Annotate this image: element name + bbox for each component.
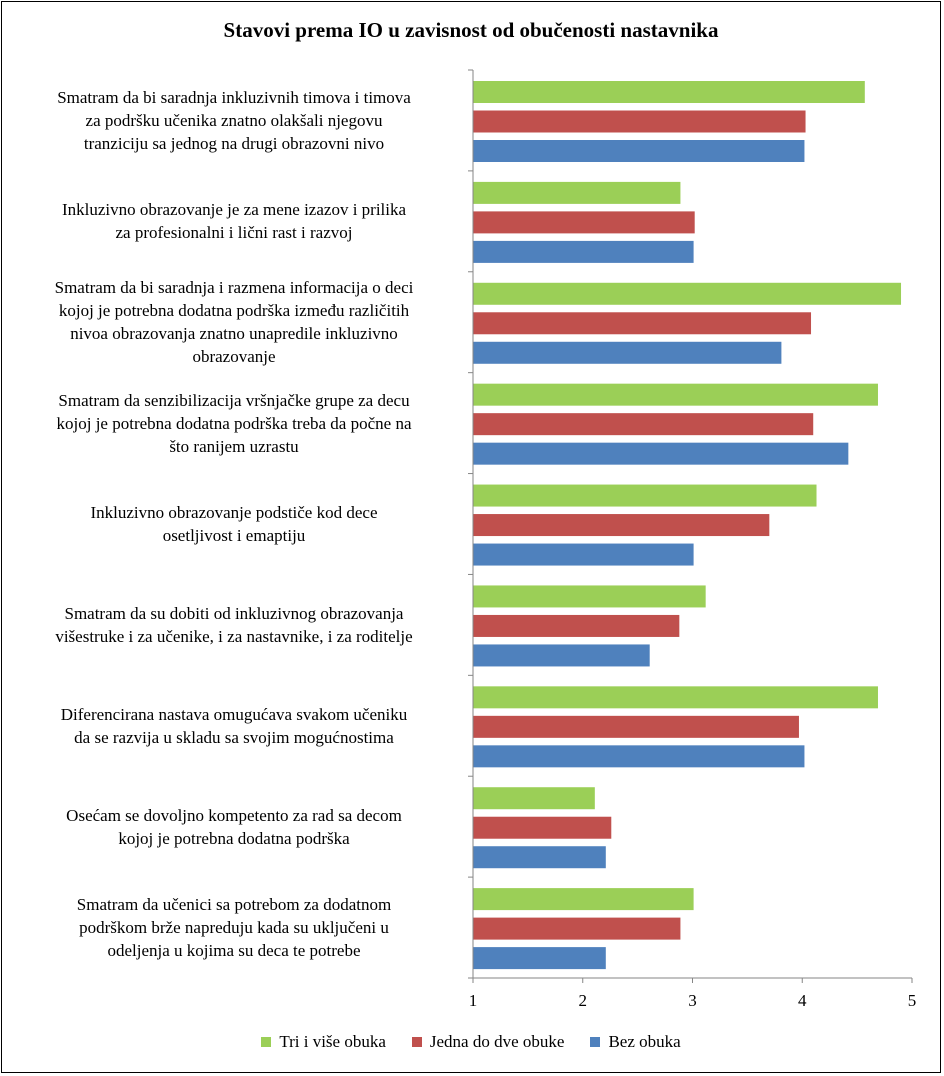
bar-8-series-1 xyxy=(473,787,595,810)
x-tick-label: 2 xyxy=(579,991,588,1010)
category-label-line: Diferencirana nastava omugućava svakom u… xyxy=(60,704,408,724)
category-label-line: da se razvija u skladu sa svojim mogućno… xyxy=(74,727,394,747)
category-label-line: nivoa obrazovanja znatno unapredile inkl… xyxy=(70,324,398,344)
x-tick-label: 4 xyxy=(798,991,807,1010)
x-tick-label: 5 xyxy=(908,991,917,1010)
bar-3-series-3 xyxy=(473,341,782,364)
bar-4-series-1 xyxy=(473,383,878,406)
category-label: Smatram da učenici sa potrebom za dodatn… xyxy=(8,893,460,962)
bar-2-series-1 xyxy=(473,181,681,204)
category-label-line: tranziciju sa jednog na drugi obrazovni … xyxy=(83,133,385,153)
legend-label: Tri i više obuka xyxy=(279,1032,386,1051)
category-label: Smatram da bi saradnja inkluzivnih timov… xyxy=(8,86,460,155)
bar-8-series-2 xyxy=(473,816,612,839)
bar-5-series-2 xyxy=(473,514,770,537)
bar-9-series-2 xyxy=(473,917,681,940)
legend-swatch xyxy=(261,1037,272,1047)
category-label-line: kojoj je potrebna dodatna podrška xyxy=(118,828,350,848)
category-label-line: obrazovanje xyxy=(192,347,276,367)
bar-9-series-1 xyxy=(473,888,694,911)
legend-item: Jedna do dve obuke xyxy=(411,1032,565,1052)
category-label-line: osetljivost i emaptiju xyxy=(162,526,306,545)
bar-6-series-3 xyxy=(473,644,650,667)
category-label-line: Smatram da učenici sa potrebom za dodatn… xyxy=(76,895,392,915)
legend-item: Tri i više obuka xyxy=(261,1032,386,1052)
category-label-line: kojoj je potrebna dodatna podrška između… xyxy=(58,301,410,321)
category-label: Smatram da su dobiti od inkluzivnog obra… xyxy=(8,602,460,648)
legend-label: Jedna do dve obuke xyxy=(429,1032,565,1051)
category-label-line: kojoj je potrebna dodatna podrška treba … xyxy=(56,413,412,433)
bar-2-series-2 xyxy=(473,211,695,234)
category-label-line: što ranijem uzrastu xyxy=(169,436,299,456)
x-tick-label: 1 xyxy=(469,991,478,1010)
x-tick-label: 3 xyxy=(688,991,697,1010)
bar-8-series-3 xyxy=(473,846,606,869)
category-label: Smatram da senzibilizacija vršnjačke gru… xyxy=(8,389,460,458)
bar-7-series-1 xyxy=(473,686,878,709)
legend-label: Bez obuka xyxy=(608,1032,681,1051)
category-label-line: za podršku učenika znatno olakšali njego… xyxy=(85,110,383,130)
bar-5-series-1 xyxy=(473,484,817,507)
bar-7-series-3 xyxy=(473,745,805,768)
chart-title: Stavovi prema IO u zavisnost od obučenos… xyxy=(223,18,719,42)
category-label: Smatram da bi saradnja i razmena informa… xyxy=(8,276,460,368)
category-label-line: Smatram da bi saradnja inkluzivnih timov… xyxy=(57,87,411,107)
category-label-line: Smatram da senzibilizacija vršnjačke gru… xyxy=(58,390,410,410)
category-label: Inkluzivno obrazovanje podstiče kod dece… xyxy=(8,501,460,547)
category-label: Osećam se dovoljno kompetento za rad sa … xyxy=(8,804,460,850)
category-label-line: odeljenja u kojima su deca te potrebe xyxy=(107,941,361,961)
bar-6-series-1 xyxy=(473,585,706,608)
category-label-line: Osećam se dovoljno kompetento za rad sa … xyxy=(66,805,402,825)
legend: Tri i više obuka Jedna do dve obuke Bez ob… xyxy=(0,1032,942,1052)
bar-3-series-1 xyxy=(473,282,902,305)
legend-swatch xyxy=(411,1037,422,1047)
category-label-line: Smatram da su dobiti od inkluzivnog obra… xyxy=(64,603,404,623)
bar-4-series-2 xyxy=(473,413,814,436)
legend-swatch xyxy=(590,1037,601,1047)
bar-3-series-2 xyxy=(473,312,812,335)
bar-4-series-3 xyxy=(473,442,849,465)
category-label-line: za profesionalni i lični rast i razvoj xyxy=(115,223,353,243)
category-label-line: Inkluzivno obrazovanje je za mene izazov… xyxy=(61,200,407,220)
bar-5-series-3 xyxy=(473,543,694,566)
legend-item: Bez obuka xyxy=(590,1032,681,1052)
bar-6-series-2 xyxy=(473,614,680,637)
category-label: Diferencirana nastava omugućava svakom u… xyxy=(8,703,460,749)
bar-7-series-2 xyxy=(473,715,799,738)
bar-1-series-1 xyxy=(473,81,865,103)
category-label-line: višestruke i za učenike, i za nastavnike… xyxy=(55,626,413,646)
bar-1-series-2 xyxy=(473,110,806,133)
category-label-line: podrškom brže napreduju kada su uključen… xyxy=(79,918,389,938)
bar-9-series-3 xyxy=(473,947,606,970)
category-label: Inkluzivno obrazovanje je za mene izazov… xyxy=(8,198,460,244)
bar-1-series-3 xyxy=(473,140,805,162)
category-label-line: Smatram da bi saradnja i razmena informa… xyxy=(54,278,414,298)
category-label-line: Inkluzivno obrazovanje podstiče kod dece xyxy=(90,503,378,522)
bar-2-series-3 xyxy=(473,240,694,263)
